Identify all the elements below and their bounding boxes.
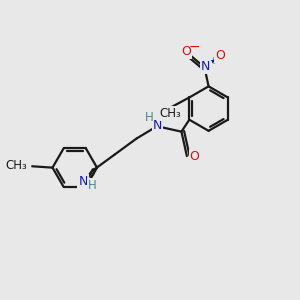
Text: N: N xyxy=(153,119,162,132)
Text: +: + xyxy=(208,56,217,66)
Text: CH₃: CH₃ xyxy=(159,107,181,120)
Text: H: H xyxy=(88,179,97,192)
Text: CH₃: CH₃ xyxy=(5,159,27,172)
Text: O: O xyxy=(190,150,200,163)
Text: O: O xyxy=(215,50,225,62)
Text: −: − xyxy=(188,40,200,53)
Text: N: N xyxy=(78,175,88,188)
Text: N: N xyxy=(201,60,211,73)
Text: O: O xyxy=(182,45,191,58)
Text: H: H xyxy=(145,111,153,124)
